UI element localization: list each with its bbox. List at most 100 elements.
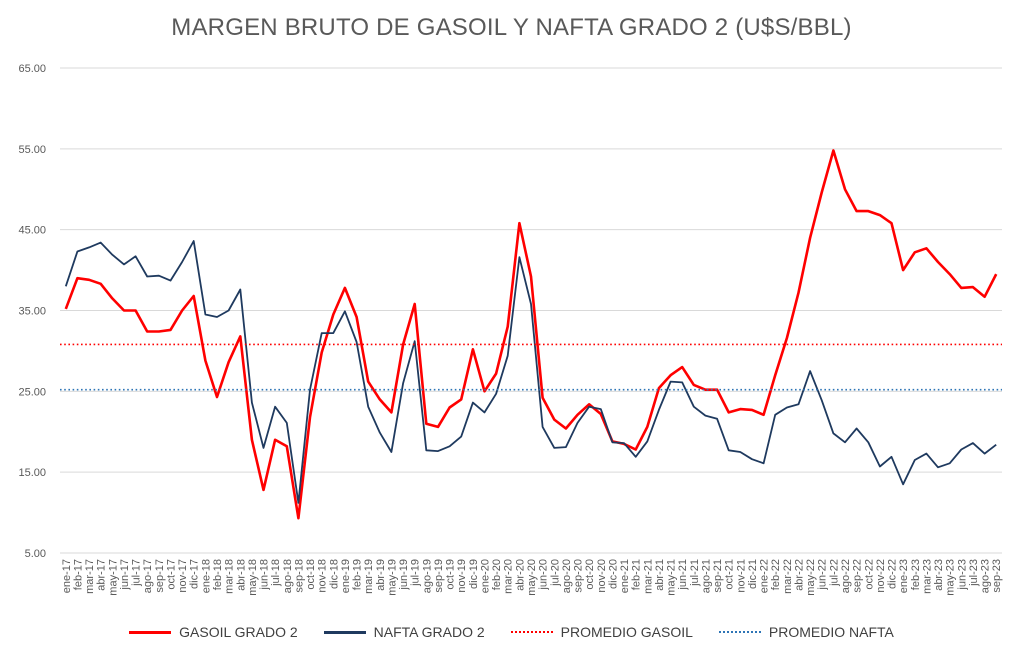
- x-tick-label: feb-21: [631, 559, 643, 590]
- series-line-gasoil-grado-2: [64, 149, 998, 520]
- x-tick-label: oct-18: [305, 559, 317, 590]
- x-tick-label: may-18: [247, 559, 259, 596]
- x-tick-label: ene-17: [61, 559, 73, 593]
- x-tick-label: dic-20: [607, 559, 619, 589]
- x-tick-label: ene-19: [340, 559, 352, 593]
- x-tick-label: ago-18: [282, 559, 294, 593]
- x-tick-label: mar-17: [84, 559, 96, 594]
- x-tick-label: jul-21: [689, 559, 701, 587]
- x-tick-label: sep-18: [293, 559, 305, 593]
- x-tick-label: jun-18: [259, 559, 271, 591]
- x-tick-label: ago-20: [561, 559, 573, 593]
- legend-swatch: [510, 631, 553, 633]
- x-tick-label: sep-17: [154, 559, 166, 593]
- x-tick-label: sep-20: [573, 559, 585, 593]
- x-tick-label: ago-22: [840, 559, 852, 593]
- x-tick-label: dic-19: [468, 559, 480, 589]
- x-tick-label: jun-20: [538, 559, 550, 591]
- x-tick-label: oct-19: [445, 559, 457, 590]
- legend-label: NAFTA GRADO 2: [373, 624, 485, 640]
- x-tick-label: mar-22: [782, 559, 794, 594]
- legend-item-gasoil-grado-2: GASOIL GRADO 2: [129, 624, 298, 640]
- x-tick-label: jul-22: [828, 559, 840, 587]
- gridlines: [60, 67, 1002, 554]
- y-tick-label: 5.00: [25, 548, 46, 560]
- x-tick-label: mar-19: [363, 559, 375, 594]
- x-tick-label: oct-20: [584, 559, 596, 590]
- y-tick-label: 15.00: [18, 467, 46, 479]
- x-tick-label: jul-19: [410, 559, 422, 587]
- x-tick-label: feb-20: [491, 559, 503, 590]
- x-tick-label: jun-17: [119, 559, 131, 591]
- chart-title: MARGEN BRUTO DE GASOIL Y NAFTA GRADO 2 (…: [171, 14, 852, 41]
- x-tick-label: ago-19: [421, 559, 433, 593]
- x-tick-label: sep-22: [852, 559, 864, 593]
- legend-label: GASOIL GRADO 2: [179, 624, 298, 640]
- x-tick-label: feb-22: [770, 559, 782, 590]
- x-tick-label: ene-23: [898, 559, 910, 593]
- x-tick-label: feb-23: [910, 559, 922, 590]
- x-tick-label: dic-17: [189, 559, 201, 589]
- legend: GASOIL GRADO 2 NAFTA GRADO 2 PROMEDIO GASO…: [0, 624, 1023, 640]
- x-tick-label: may-17: [107, 559, 119, 596]
- legend-item-promedio-gasoil: PROMEDIO GASOIL: [510, 624, 693, 640]
- x-tick-label: jun-21: [677, 559, 689, 591]
- x-tick-label: ene-22: [759, 559, 771, 593]
- x-tick-label: abr-17: [96, 559, 108, 591]
- x-tick-label: sep-23: [991, 559, 1003, 593]
- x-tick-label: feb-18: [212, 559, 224, 590]
- x-tick-label: jul-20: [549, 559, 561, 587]
- legend-item-promedio-nafta: PROMEDIO NAFTA: [718, 624, 894, 640]
- y-tick-label: 55.00: [18, 144, 46, 156]
- legend-label: PROMEDIO GASOIL: [560, 624, 693, 640]
- y-tick-label: 25.00: [18, 386, 46, 398]
- line-chart: 5.00 15.00 25.00 35.00 45.00 55.00 65.00 ene-1…: [18, 63, 1003, 596]
- x-tick-label: sep-19: [433, 559, 445, 593]
- series-lines: [60, 149, 1002, 520]
- x-tick-label: sep-21: [712, 559, 724, 593]
- legend-swatch: [718, 631, 761, 633]
- y-tick-label: 65.00: [18, 63, 46, 75]
- x-tick-label: nov-22: [875, 559, 887, 593]
- legend-item-nafta-grado-2: NAFTA GRADO 2: [323, 624, 485, 640]
- x-tick-label: ago-21: [700, 559, 712, 593]
- x-tick-label: nov-20: [596, 559, 608, 593]
- legend-swatch: [129, 630, 172, 634]
- legend-swatch: [323, 630, 366, 634]
- x-tick-label: feb-17: [72, 559, 84, 590]
- x-tick-label: abr-23: [933, 559, 945, 591]
- x-tick-label: ago-17: [142, 559, 154, 593]
- x-tick-label: oct-21: [724, 559, 736, 590]
- y-tick-label: 45.00: [18, 225, 46, 237]
- x-tick-label: abr-19: [375, 559, 387, 591]
- x-tick-label: may-23: [945, 559, 957, 596]
- x-tick-label: ene-18: [200, 559, 212, 593]
- legend-label: PROMEDIO NAFTA: [768, 624, 894, 640]
- x-tick-label: mar-21: [642, 559, 654, 594]
- x-tick-label: oct-22: [863, 559, 875, 590]
- x-tick-label: nov-17: [177, 559, 189, 593]
- x-tick-label: oct-17: [165, 559, 177, 590]
- x-tick-label: abr-18: [235, 559, 247, 591]
- x-tick-label: jul-23: [968, 559, 980, 587]
- x-tick-label: abr-22: [793, 559, 805, 591]
- x-tick-label: jul-17: [131, 559, 143, 587]
- x-tick-label: abr-20: [514, 559, 526, 591]
- x-tick-label: ene-21: [619, 559, 631, 593]
- x-tick-label: jun-22: [817, 559, 829, 591]
- x-tick-label: dic-21: [747, 559, 759, 589]
- x-tick-label: may-19: [386, 559, 398, 596]
- x-tick-label: nov-19: [456, 559, 468, 593]
- x-tick-label: jun-23: [956, 559, 968, 591]
- x-tick-label: dic-22: [887, 559, 899, 589]
- x-tick-label: nov-21: [735, 559, 747, 593]
- x-tick-label: jun-19: [398, 559, 410, 591]
- x-tick-label: may-21: [666, 559, 678, 596]
- x-tick-label: abr-21: [654, 559, 666, 591]
- x-tick-label: dic-18: [328, 559, 340, 589]
- x-tick-label: mar-18: [224, 559, 236, 594]
- x-tick-label: nov-18: [317, 559, 329, 593]
- x-tick-label: mar-23: [921, 559, 933, 594]
- x-tick-label: ago-23: [980, 559, 992, 593]
- x-tick-label: may-22: [805, 559, 817, 596]
